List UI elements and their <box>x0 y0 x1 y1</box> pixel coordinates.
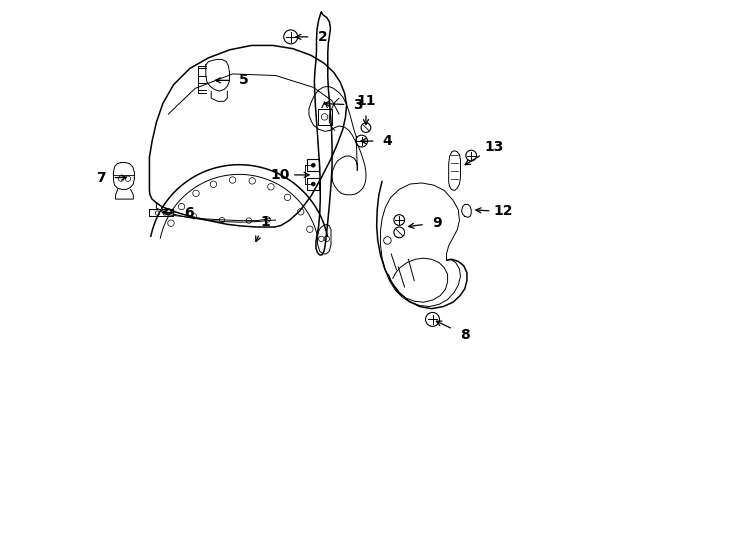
Text: 4: 4 <box>382 134 392 148</box>
Text: 13: 13 <box>484 140 504 154</box>
FancyBboxPatch shape <box>308 178 319 190</box>
Text: 10: 10 <box>270 168 290 182</box>
Text: 2: 2 <box>318 30 327 44</box>
Text: 12: 12 <box>494 204 513 218</box>
Text: 11: 11 <box>356 94 376 109</box>
Text: 9: 9 <box>432 216 442 230</box>
Circle shape <box>311 163 315 167</box>
Text: 3: 3 <box>354 98 363 112</box>
Text: 8: 8 <box>460 328 470 342</box>
Text: 5: 5 <box>239 73 248 87</box>
Circle shape <box>311 182 315 186</box>
Text: 1: 1 <box>260 215 270 228</box>
Text: 6: 6 <box>184 206 194 220</box>
FancyBboxPatch shape <box>308 159 319 171</box>
Text: 7: 7 <box>95 171 106 185</box>
